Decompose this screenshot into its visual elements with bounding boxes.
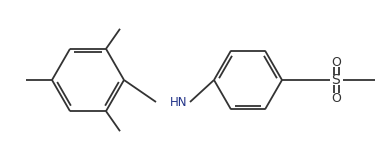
Text: S: S [331, 73, 340, 87]
Text: O: O [331, 92, 341, 105]
Text: HN: HN [170, 95, 187, 109]
Text: O: O [331, 56, 341, 68]
